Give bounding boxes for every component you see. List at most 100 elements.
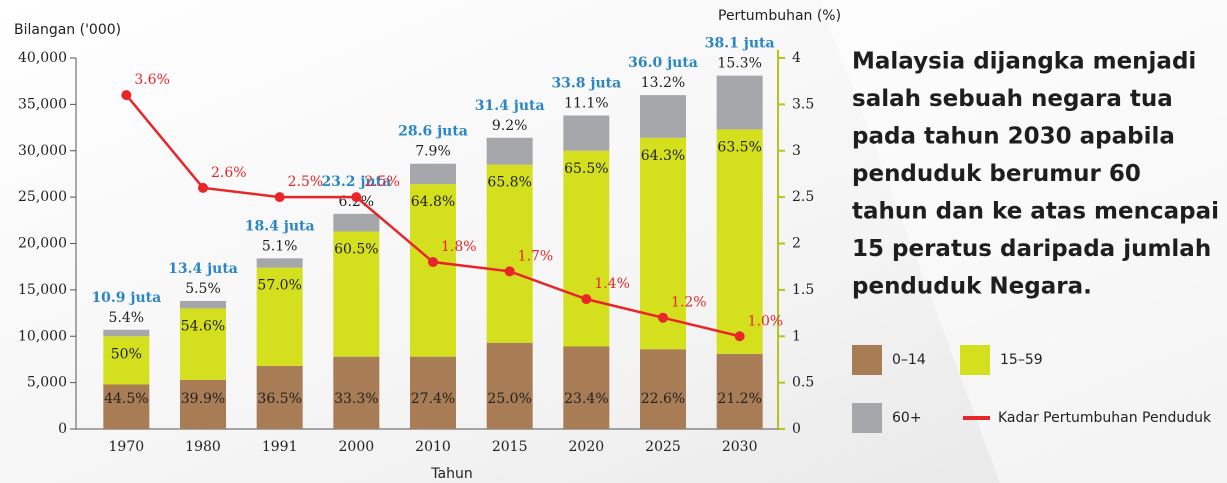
segment-label: 5.1% <box>262 238 298 254</box>
y2-axis-label: Pertumbuhan (%) <box>718 8 841 24</box>
segment-label: 44.5% <box>104 391 148 407</box>
growth-point <box>351 192 362 203</box>
total-label: 31.4 juta <box>475 98 545 114</box>
legend-swatch <box>852 345 882 375</box>
annotation-line: pada tahun 2030 apabila <box>852 124 1175 150</box>
segment-label: 15.3% <box>717 56 761 72</box>
y2-tick-label: 2 <box>792 236 801 252</box>
total-label: 10.9 juta <box>91 290 161 306</box>
bar-segment <box>486 164 533 343</box>
segment-label: 63.5% <box>717 139 761 155</box>
bar-segment <box>256 365 303 429</box>
annotation-line: tahun dan ke atas mencapai <box>852 199 1219 225</box>
bar-segment <box>486 342 533 429</box>
x-axis-label: Tahun <box>430 466 472 482</box>
y-axis-label: Bilangan ('000) <box>14 22 121 38</box>
growth-point <box>504 266 515 277</box>
bar-segment <box>333 213 380 232</box>
growth-point <box>274 192 285 203</box>
segment-label: 23.4% <box>564 391 608 407</box>
y-tick-label: 20,000 <box>18 236 67 252</box>
growth-label: 2.5% <box>288 174 324 190</box>
bar-segment <box>716 75 763 130</box>
segment-label: 13.2% <box>641 75 685 91</box>
annotation-line: salah sebuah negara tua <box>852 86 1173 112</box>
segment-label: 65.8% <box>487 175 531 191</box>
total-label: 33.8 juta <box>551 76 621 92</box>
bar-segment <box>103 336 150 385</box>
x-tick-label: 2010 <box>415 439 451 455</box>
segment-label: 9.2% <box>492 118 528 134</box>
total-label: 38.1 juta <box>705 36 775 52</box>
growth-point <box>581 294 592 305</box>
bar-segment <box>486 137 533 165</box>
segment-label: 25.0% <box>487 391 531 407</box>
growth-label: 1.4% <box>594 276 630 292</box>
segment-label: 64.3% <box>641 148 685 164</box>
growth-label: 2.6% <box>211 165 247 181</box>
growth-point <box>428 257 438 268</box>
legend-label: 60+ <box>892 410 922 426</box>
y-tick-label: 10,000 <box>18 328 67 344</box>
segment-label: 39.9% <box>181 391 225 407</box>
x-tick-label: 2025 <box>645 439 681 455</box>
bar-segment <box>180 308 226 380</box>
growth-label: 1.0% <box>748 313 784 329</box>
bar-segment <box>180 379 226 429</box>
y2-tick-label: 1 <box>792 328 801 344</box>
legend-swatch <box>852 403 882 433</box>
total-label: 13.4 juta <box>168 261 238 277</box>
segment-label: 36.5% <box>257 391 301 407</box>
growth-label: 2.5% <box>364 174 400 190</box>
annotation-line: Malaysia dijangka menjadi <box>852 49 1196 75</box>
annotation-line: penduduk Negara. <box>852 274 1092 300</box>
legend-label: 15–59 <box>1000 352 1043 368</box>
bar-segment <box>563 115 610 151</box>
segment-label: 50% <box>111 346 142 362</box>
segment-label: 21.2% <box>717 391 761 407</box>
bar-segment <box>716 353 763 429</box>
segment-label: 64.8% <box>411 194 455 210</box>
bar-segment <box>333 231 380 357</box>
growth-label: 1.7% <box>518 248 554 264</box>
x-tick-label: 1991 <box>262 439 298 455</box>
annotation-line: penduduk berumur 60 <box>852 161 1141 187</box>
y2-tick-label: 0 <box>792 421 801 437</box>
segment-label: 22.6% <box>641 391 685 407</box>
legend-label: Kadar Pertumbuhan Penduduk <box>998 410 1212 426</box>
x-tick-label: 1970 <box>109 439 145 455</box>
total-label: 23.2 juta <box>321 174 391 190</box>
y2-tick-label: 2.5 <box>792 189 814 205</box>
y2-tick-label: 3 <box>792 143 801 159</box>
bar-segment <box>333 356 380 429</box>
bar-segment <box>410 163 456 185</box>
segment-label: 7.9% <box>415 144 451 160</box>
bar-segment <box>180 301 226 309</box>
bar-segment <box>716 129 763 354</box>
segment-label: 27.4% <box>411 391 455 407</box>
total-label: 28.6 juta <box>398 124 468 140</box>
growth-point <box>658 312 668 323</box>
x-tick-label: 2030 <box>722 439 758 455</box>
bar-segment <box>103 329 150 337</box>
y2-tick-label: 4 <box>792 50 801 66</box>
growth-point <box>198 182 208 193</box>
segment-label: 60.5% <box>334 241 378 257</box>
x-tick-label: 2000 <box>339 439 375 455</box>
segment-label: 65.5% <box>564 161 608 177</box>
growth-label: 3.6% <box>134 72 170 88</box>
growth-point <box>121 90 132 101</box>
segment-label: 11.1% <box>564 96 608 112</box>
y2-tick-label: 3.5 <box>792 96 814 112</box>
total-label: 36.0 juta <box>628 55 698 71</box>
bar-segment <box>640 349 686 429</box>
x-tick-label: 2020 <box>569 439 605 455</box>
y-tick-label: 25,000 <box>18 189 67 205</box>
annotation-line: 15 peratus daripada jumlah <box>852 236 1211 262</box>
total-label: 18.4 juta <box>245 218 315 234</box>
segment-label: 5.4% <box>109 310 145 326</box>
y2-tick-label: 0.5 <box>792 375 814 391</box>
y-tick-label: 5,000 <box>27 375 67 391</box>
y-tick-label: 0 <box>58 421 67 437</box>
